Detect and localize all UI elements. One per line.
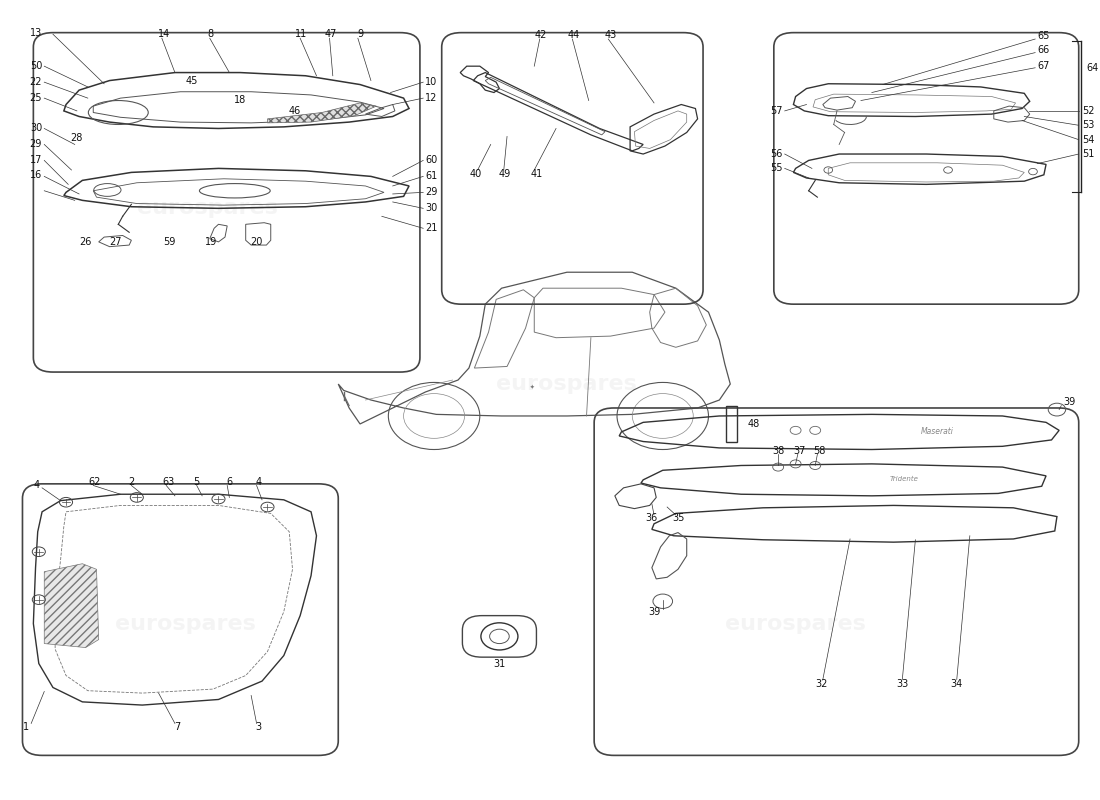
Text: 1: 1 [23, 722, 29, 733]
Text: 19: 19 [205, 237, 217, 247]
Text: eurospares: eurospares [116, 614, 256, 634]
Text: 49: 49 [498, 169, 512, 179]
Text: 63: 63 [163, 478, 175, 487]
Text: 3: 3 [255, 722, 262, 733]
Text: 5: 5 [194, 478, 200, 487]
Text: Tridente: Tridente [890, 476, 918, 482]
Text: 2: 2 [129, 478, 134, 487]
Text: 28: 28 [70, 133, 84, 143]
Text: 40: 40 [470, 169, 482, 179]
Text: 53: 53 [1082, 120, 1094, 130]
Text: 67: 67 [1037, 61, 1049, 71]
Text: 26: 26 [79, 237, 91, 247]
Text: 7: 7 [174, 722, 180, 733]
Text: 14: 14 [158, 30, 170, 39]
Text: 41: 41 [530, 169, 542, 179]
Text: 46: 46 [288, 106, 300, 116]
Text: 11: 11 [295, 30, 307, 39]
Text: 43: 43 [604, 30, 617, 40]
Text: eurospares: eurospares [725, 614, 866, 634]
Text: 39: 39 [1064, 398, 1076, 407]
Text: 10: 10 [426, 77, 438, 87]
Text: 27: 27 [109, 237, 121, 247]
Text: 9: 9 [358, 30, 363, 39]
Text: 55: 55 [770, 163, 782, 174]
Text: 32: 32 [815, 678, 828, 689]
Text: 22: 22 [30, 77, 42, 87]
Text: 20: 20 [251, 237, 263, 247]
Text: eurospares: eurospares [496, 374, 637, 394]
Text: 4: 4 [255, 478, 262, 487]
Text: 29: 29 [30, 139, 42, 150]
Text: 18: 18 [234, 94, 246, 105]
Text: 8: 8 [208, 30, 213, 39]
Text: 16: 16 [30, 170, 42, 180]
Text: 30: 30 [426, 203, 438, 214]
Text: eurospares: eurospares [138, 198, 278, 218]
Text: 66: 66 [1037, 46, 1049, 55]
Text: 37: 37 [794, 446, 806, 456]
Text: 25: 25 [30, 93, 42, 103]
Text: 64: 64 [1087, 62, 1099, 73]
Text: 51: 51 [1082, 149, 1094, 159]
Text: 50: 50 [30, 61, 42, 71]
Text: 52: 52 [1082, 106, 1094, 116]
Text: 62: 62 [88, 478, 100, 487]
Text: 39: 39 [648, 607, 661, 618]
Text: 33: 33 [896, 678, 909, 689]
Text: 4: 4 [34, 480, 40, 490]
Text: 6: 6 [227, 478, 232, 487]
Text: 30: 30 [30, 123, 42, 134]
Text: 36: 36 [646, 513, 658, 523]
Text: 61: 61 [426, 171, 438, 182]
Text: 45: 45 [185, 75, 197, 86]
Text: 21: 21 [426, 223, 438, 234]
Text: 13: 13 [30, 28, 42, 38]
Text: 34: 34 [950, 678, 962, 689]
Text: 59: 59 [163, 237, 176, 247]
Text: 38: 38 [772, 446, 784, 456]
Text: 54: 54 [1082, 134, 1094, 145]
Text: 65: 65 [1037, 31, 1049, 41]
Text: Maserati: Maserati [921, 426, 954, 436]
Text: 31: 31 [493, 658, 506, 669]
Text: 57: 57 [770, 106, 782, 116]
Polygon shape [44, 564, 99, 647]
Text: 12: 12 [426, 93, 438, 103]
Text: 35: 35 [672, 513, 684, 523]
Text: 48: 48 [748, 419, 760, 429]
Text: 60: 60 [426, 155, 438, 166]
Text: 47: 47 [324, 30, 337, 39]
Text: 29: 29 [426, 187, 438, 198]
Text: 58: 58 [813, 446, 826, 456]
Polygon shape [267, 103, 376, 123]
Text: 42: 42 [535, 30, 547, 40]
Text: 17: 17 [30, 155, 42, 166]
Text: 56: 56 [770, 149, 782, 159]
Text: 44: 44 [568, 30, 580, 40]
Text: ✦: ✦ [530, 385, 535, 390]
